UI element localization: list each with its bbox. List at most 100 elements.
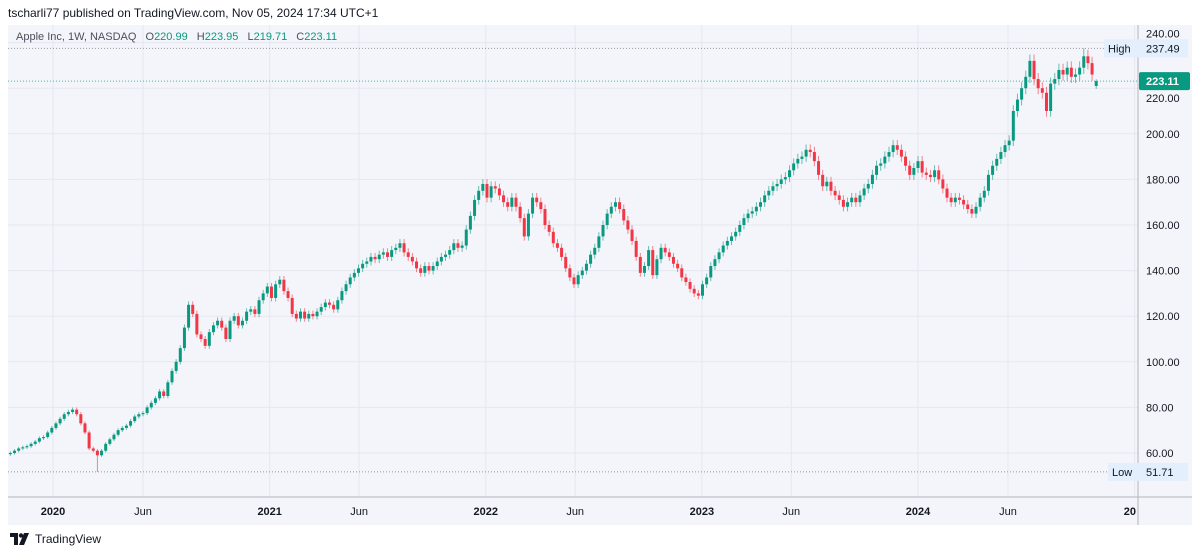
candle-body (211, 325, 215, 333)
candle-body (373, 256, 377, 260)
candle-body (1020, 88, 1024, 100)
candle-body (1078, 67, 1082, 75)
symbol-name[interactable]: Apple Inc, 1W, NASDAQ (16, 31, 137, 43)
candle-body (597, 236, 601, 248)
price-axis (1138, 25, 1192, 525)
candle-body (783, 177, 787, 180)
candle-body (79, 414, 83, 424)
candle-body (402, 243, 406, 253)
candle-body (129, 421, 133, 426)
candle-body (191, 304, 195, 314)
candle-body (1069, 67, 1073, 77)
price-tick-label: 60.00 (1146, 448, 1174, 460)
low-label-box (1108, 462, 1188, 481)
candle-body (580, 270, 584, 276)
candle-body (352, 272, 356, 278)
candle-body (224, 327, 228, 339)
candle-body (684, 277, 688, 282)
candle-body (613, 202, 617, 207)
candle-body (42, 437, 46, 439)
candle-body (647, 250, 651, 267)
high-value: 237.49 (1146, 43, 1180, 55)
candle-body (754, 206, 758, 212)
candle-body (759, 202, 763, 207)
candle-body (473, 199, 477, 216)
candle-body (435, 261, 439, 267)
candle-body (725, 240, 729, 246)
candle-body (282, 279, 286, 292)
price-tick-label: 100.00 (1146, 357, 1180, 369)
candle-body (323, 302, 327, 308)
candle-body (1015, 99, 1019, 111)
open-value: 220.99 (154, 31, 188, 43)
candle-body (734, 231, 738, 237)
candle-body (655, 259, 659, 276)
candle-body (207, 332, 211, 346)
candle-body (692, 288, 696, 294)
candle-body (199, 334, 203, 339)
candle-body (290, 297, 294, 314)
candle-body (825, 181, 829, 187)
candle-body (605, 213, 609, 225)
candle-body (452, 243, 456, 251)
candle-body (286, 291, 290, 298)
tradingview-logo-icon (10, 533, 29, 545)
candle-body (294, 313, 298, 319)
candle-body (1036, 79, 1040, 89)
candle-body (904, 156, 908, 166)
candle-body (750, 211, 754, 214)
candle-body (187, 304, 191, 328)
candle-body (866, 183, 870, 189)
candle-body (800, 156, 804, 159)
candle-body (17, 448, 21, 451)
candle-body (116, 430, 120, 435)
candle-body (854, 197, 858, 203)
candle-body (410, 256, 414, 262)
candle-body (933, 170, 937, 178)
high-value: 223.95 (204, 31, 239, 43)
price-tick-label: 120.00 (1146, 311, 1180, 323)
candle-body (638, 256, 642, 273)
candle-body (178, 348, 182, 362)
candle-body (278, 279, 282, 285)
candle-body (883, 156, 887, 164)
candle-body (357, 268, 361, 273)
candle-body (841, 199, 845, 207)
chart-panel[interactable]: 60.00 80.00 100.00 120.00 140.00 160.00 180.00… (8, 25, 1192, 525)
candle-body (261, 293, 265, 301)
candle-body (298, 311, 302, 319)
candle-body (746, 213, 750, 219)
candle-body (1024, 76, 1028, 89)
candle-body (120, 427, 124, 431)
candle-body (572, 277, 576, 285)
candle-body (1057, 69, 1061, 80)
candle-body (555, 243, 559, 248)
candle-body (158, 391, 162, 399)
candle-body (514, 197, 518, 207)
candle-body (551, 231, 555, 244)
candle-body (928, 174, 932, 178)
candle-body (112, 434, 116, 440)
candle-body (817, 161, 821, 175)
candle-body (220, 320, 224, 328)
candle-body (609, 206, 613, 214)
time-tick-label: Jun (134, 506, 152, 518)
candle-body (642, 266, 646, 273)
candle-body (970, 209, 974, 214)
candle-body (589, 254, 593, 264)
candle-body (1040, 88, 1044, 93)
candle-body (1065, 67, 1069, 75)
candle-body (83, 423, 87, 433)
candle-body (1049, 83, 1053, 111)
candle-body (626, 220, 630, 230)
candle-body (630, 229, 634, 241)
candle-body (315, 311, 319, 317)
candle-body (593, 247, 597, 255)
tradingview-branding[interactable]: TradingView (10, 532, 101, 546)
candlestick-chart[interactable]: 60.00 80.00 100.00 120.00 140.00 160.00 180.00… (8, 25, 1192, 525)
high-label: High (1108, 43, 1131, 55)
candle-body (365, 261, 369, 264)
candle-body (539, 202, 543, 210)
candle-body (804, 149, 808, 157)
candle-body (145, 407, 149, 414)
